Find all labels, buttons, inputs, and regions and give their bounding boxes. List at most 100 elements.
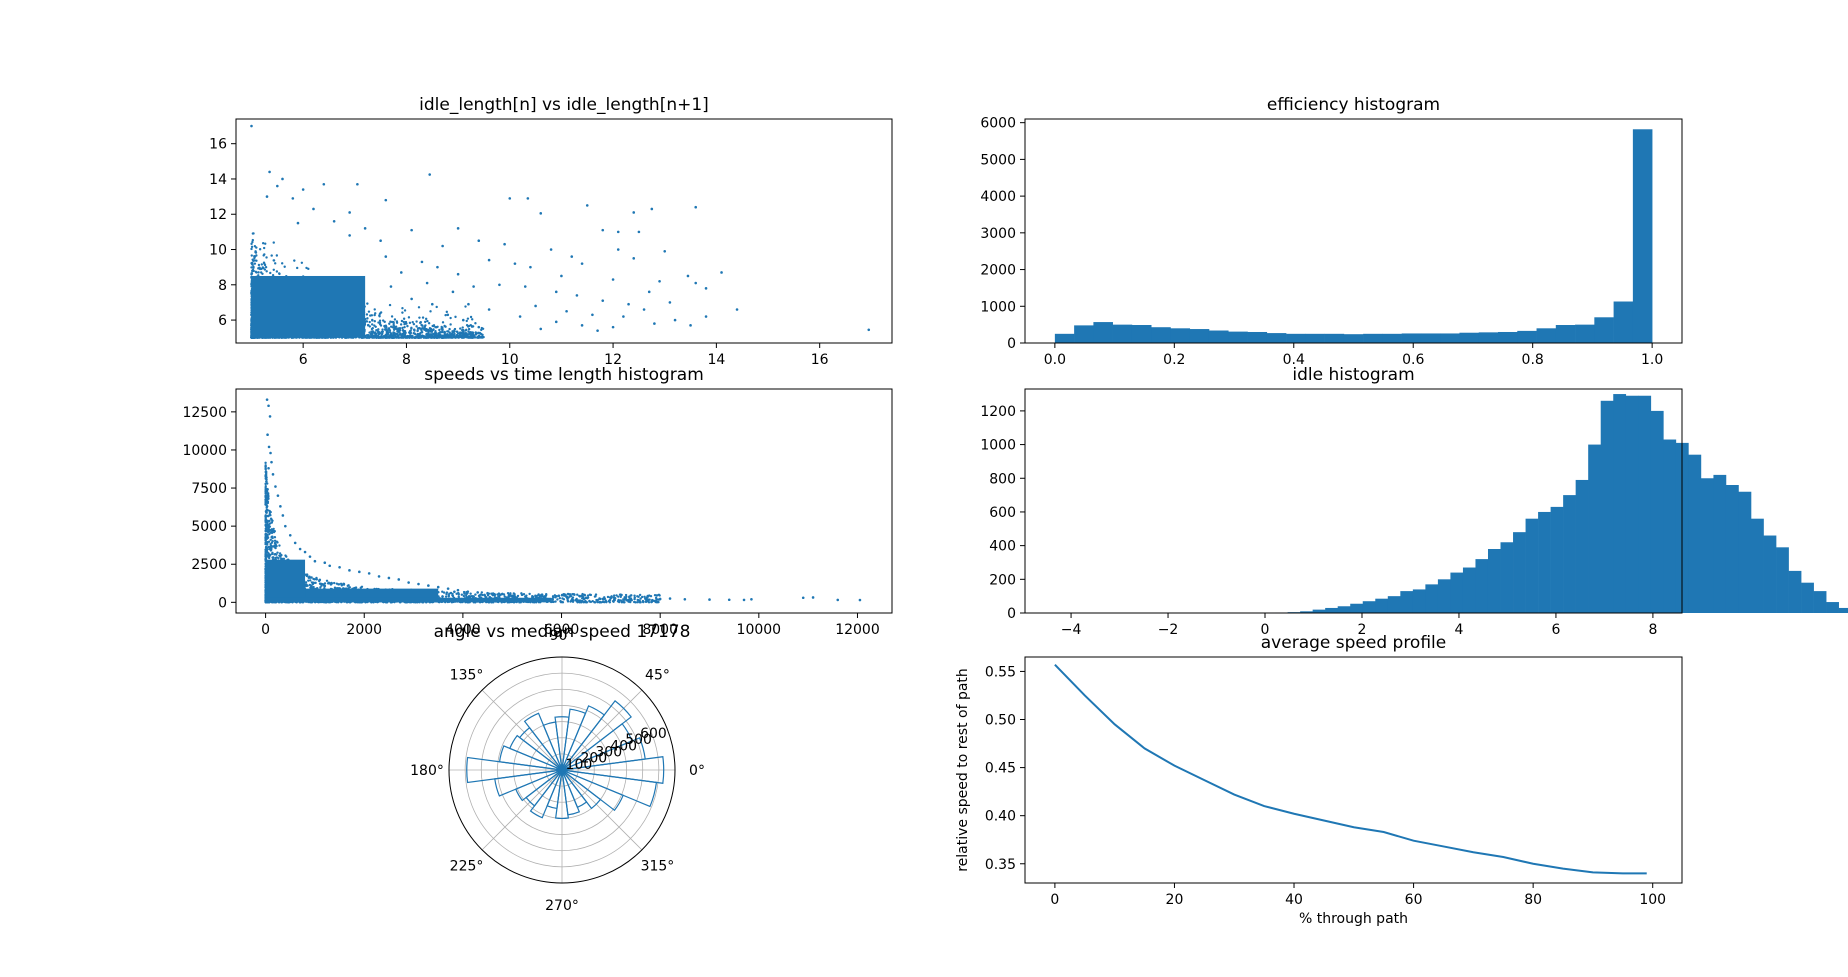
cloud-point — [629, 600, 632, 604]
data-point — [296, 221, 300, 225]
cloud-point — [305, 266, 308, 270]
histogram-bar — [1498, 331, 1518, 343]
cloud-point — [469, 334, 472, 337]
cloud-point — [443, 334, 446, 337]
cloud-point — [400, 319, 404, 323]
cloud-point — [264, 242, 267, 245]
cloud-point — [262, 261, 266, 264]
cloud-point — [534, 594, 537, 597]
cloud-point — [269, 538, 272, 542]
cloud-point — [471, 325, 475, 328]
cloud-point — [417, 306, 421, 309]
cloud-point — [444, 595, 448, 598]
x-tick-label: 0.6 — [1402, 352, 1424, 368]
cloud-point — [389, 336, 392, 339]
x-tick-label: 0.4 — [1283, 352, 1305, 368]
data-point — [270, 460, 273, 464]
y-tick-label: 12 — [209, 207, 227, 223]
cloud-point — [509, 592, 512, 595]
cloud-point — [373, 308, 376, 311]
cloud-point — [426, 319, 429, 323]
cloud-point — [632, 600, 636, 604]
cloud-point — [421, 316, 425, 319]
cloud-point — [613, 597, 617, 600]
cloud-point — [359, 586, 363, 589]
cloud-point — [267, 492, 270, 495]
data-point — [456, 227, 460, 230]
cloud-point — [251, 232, 255, 235]
data-point — [281, 177, 284, 181]
cloud-point — [346, 584, 349, 588]
cloud-point — [435, 332, 438, 335]
cloud-point — [409, 329, 412, 332]
cloud-point — [371, 335, 374, 338]
cloud-point — [258, 248, 262, 251]
cloud-point — [264, 520, 267, 523]
cloud-point — [392, 333, 395, 336]
y-tick-label: 5000 — [980, 152, 1016, 168]
cloud-point — [464, 305, 467, 308]
cloud-point — [265, 549, 268, 552]
data-point — [523, 285, 527, 288]
cloud-point — [399, 332, 402, 335]
data-point — [467, 302, 470, 306]
scatter-points — [264, 398, 862, 604]
cloud-point — [386, 336, 389, 339]
cloud-point — [366, 336, 369, 339]
data-point — [689, 324, 692, 327]
cloud-point — [312, 585, 315, 589]
cloud-point — [436, 325, 439, 328]
cloud-point — [266, 555, 270, 558]
data-point — [384, 198, 388, 202]
histogram-bar — [1324, 333, 1345, 343]
cloud-point — [389, 325, 393, 328]
data-point — [686, 274, 690, 278]
x-tick-label: 10 — [501, 352, 519, 368]
cloud-point — [617, 595, 620, 598]
cloud-point — [466, 325, 470, 328]
cloud-point — [276, 551, 279, 554]
cloud-point — [368, 325, 372, 328]
cloud-point — [641, 599, 645, 603]
data-point — [658, 279, 661, 283]
data-point — [441, 244, 444, 248]
histogram-bar — [1401, 333, 1422, 343]
data-point — [539, 327, 543, 331]
cloud-point — [267, 540, 271, 543]
data-point — [673, 318, 677, 322]
cloud-point — [479, 332, 483, 336]
cloud-point — [255, 254, 258, 257]
y-tick-label: 0 — [1007, 336, 1016, 352]
cloud-point — [452, 331, 455, 334]
cloud-point — [369, 333, 373, 336]
cloud-point — [261, 242, 265, 245]
histogram-bar — [1632, 129, 1653, 343]
cloud-point — [586, 594, 590, 597]
cloud-point — [562, 598, 566, 601]
cloud-point — [462, 328, 465, 332]
cloud-point — [606, 595, 610, 599]
cloud-point — [416, 332, 420, 336]
cloud-point — [264, 490, 268, 494]
cloud-point — [466, 333, 470, 336]
cloud-point — [270, 535, 273, 539]
cloud-point — [624, 593, 628, 597]
cloud-point — [421, 324, 424, 327]
cloud-point — [445, 336, 448, 339]
cloud-point — [479, 336, 482, 339]
cloud-point — [394, 325, 398, 328]
cloud-point — [271, 556, 275, 559]
cloud-point — [644, 600, 648, 604]
data-point — [291, 197, 295, 200]
cloud-point — [574, 598, 578, 602]
data-point — [430, 302, 434, 306]
cloud-point — [390, 315, 394, 318]
scatter-points — [250, 124, 871, 339]
cloud-point — [629, 597, 632, 601]
cloud-point — [581, 592, 584, 596]
data-point — [704, 315, 708, 318]
histogram-bar — [1555, 325, 1576, 343]
histogram-bar — [1093, 322, 1113, 343]
cloud-point — [607, 600, 611, 603]
data-point — [446, 313, 450, 317]
